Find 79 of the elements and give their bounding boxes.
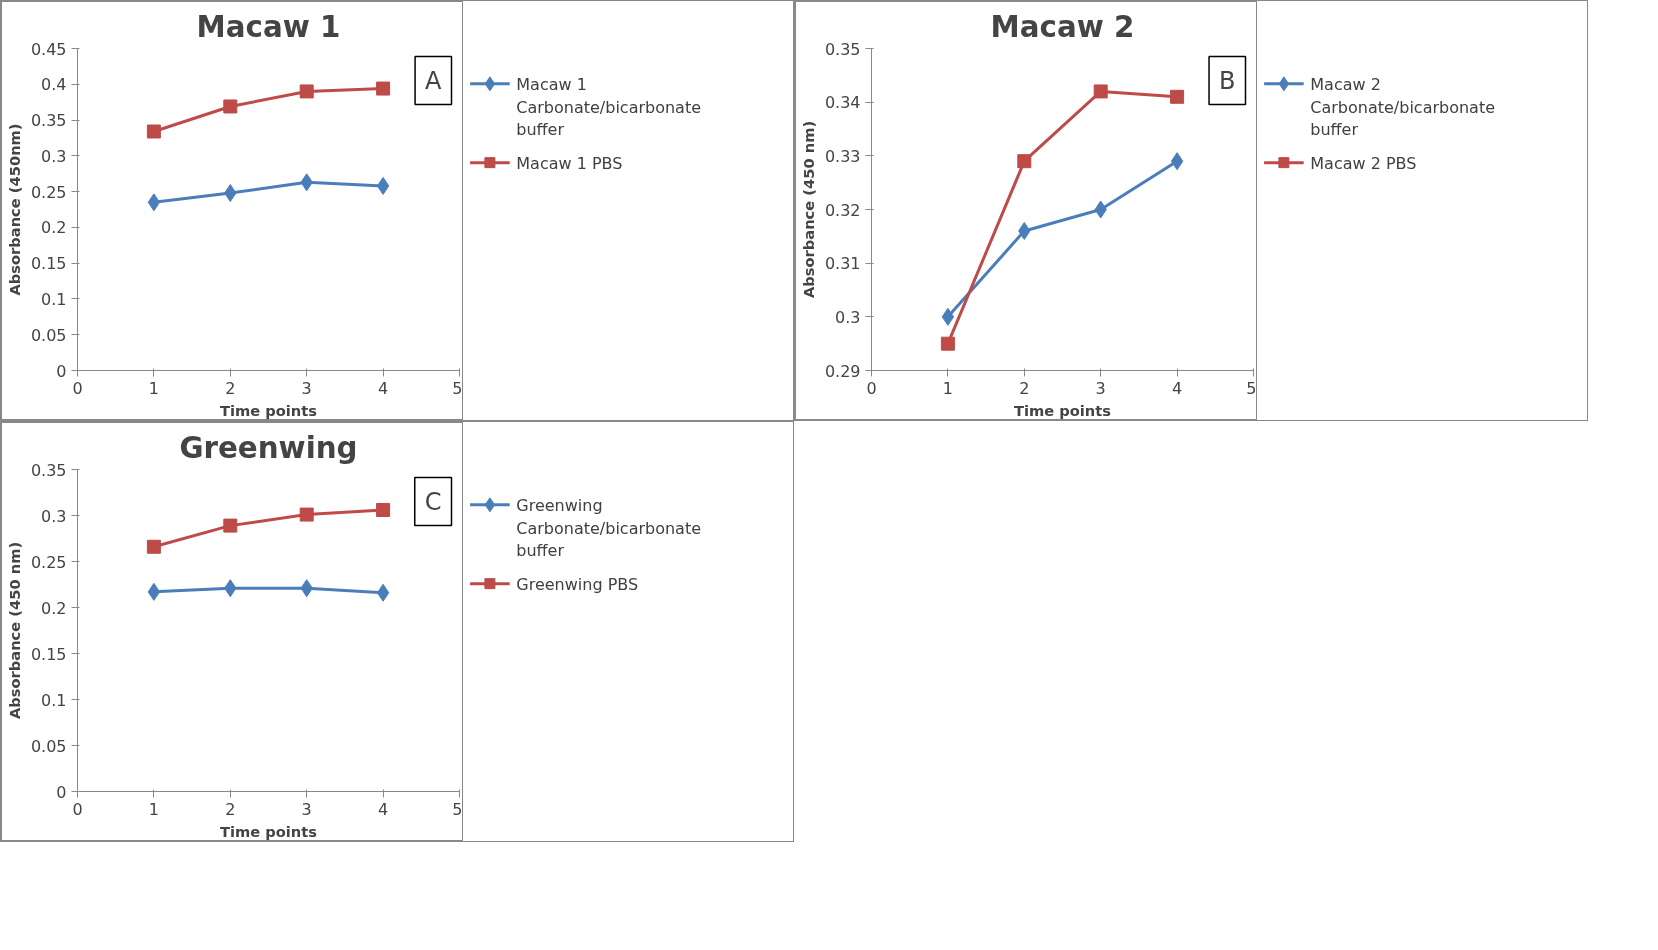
point — [376, 81, 391, 96]
point — [146, 539, 161, 554]
y-tick-label: 0.35 — [824, 39, 861, 59]
y-tick-label: 0.35 — [30, 111, 67, 131]
y-tick-label: 0.29 — [824, 361, 861, 381]
point — [223, 518, 238, 533]
point — [299, 507, 314, 522]
x-tick-label: 2 — [1019, 378, 1030, 398]
point — [376, 502, 391, 517]
x-axis-title: Time points — [219, 401, 318, 419]
point — [223, 99, 238, 114]
legend-label: Macaw 2 Carbonate/bicarbonate buffer — [1310, 74, 1496, 140]
point — [1170, 152, 1184, 171]
chart-title: Macaw 1 — [196, 9, 341, 44]
point — [940, 336, 955, 351]
x-axis-title: Time points — [219, 822, 318, 840]
legend-label: Greenwing Carbonate/bicarbonate buffer — [516, 495, 702, 561]
y-tick-label: 0.1 — [41, 289, 67, 309]
x-tick-label: 1 — [148, 378, 159, 398]
chart-title: Macaw 2 — [990, 9, 1135, 44]
y-tick-label: 0.32 — [824, 200, 861, 220]
point — [941, 307, 955, 326]
point — [1170, 89, 1185, 104]
y-tick-label: 0.15 — [30, 644, 67, 664]
x-tick-label: 5 — [452, 799, 463, 819]
y-tick-label: 0.2 — [41, 218, 67, 238]
x-tick-label: 2 — [225, 378, 236, 398]
point — [147, 193, 161, 212]
x-axis-title: Time points — [1013, 401, 1112, 419]
y-tick-label: 0 — [56, 782, 67, 802]
annotation: A — [425, 66, 443, 95]
x-tick-label: 4 — [378, 378, 389, 398]
y-tick-label: 0.2 — [41, 598, 67, 618]
x-tick-label: 3 — [301, 378, 312, 398]
x-tick-label: 1 — [148, 799, 159, 819]
y-tick-label: 0.25 — [30, 552, 67, 572]
y-tick-label: 0.1 — [41, 690, 67, 710]
y-tick-label: 0.25 — [30, 182, 67, 202]
chart-title: Greenwing — [179, 430, 358, 465]
y-tick-label: 0.3 — [41, 146, 67, 166]
x-tick-label: 0 — [72, 799, 83, 819]
x-tick-label: 5 — [1246, 378, 1257, 398]
y-tick-label: 0.34 — [824, 93, 861, 113]
point — [299, 84, 314, 99]
point — [1017, 154, 1032, 169]
annotation: C — [424, 487, 442, 516]
y-axis-title: Absorbance (450nm) — [5, 123, 23, 296]
x-tick-label: 0 — [72, 378, 83, 398]
y-axis-title: Absorbance (450 nm) — [5, 541, 23, 720]
x-tick-label: 5 — [452, 378, 463, 398]
y-tick-label: 0.05 — [30, 736, 67, 756]
x-tick-label: 3 — [1095, 378, 1106, 398]
x-tick-label: 1 — [942, 378, 953, 398]
x-tick-label: 2 — [225, 799, 236, 819]
y-tick-label: 0 — [56, 361, 67, 381]
point — [147, 582, 161, 601]
y-tick-label: 0.33 — [824, 146, 861, 166]
y-tick-label: 0.4 — [41, 75, 67, 95]
legend-label: Macaw 1 PBS — [516, 153, 623, 173]
point — [376, 583, 390, 602]
legend-label: Macaw 2 PBS — [1310, 153, 1417, 173]
point — [376, 176, 390, 195]
y-tick-label: 0.15 — [30, 254, 67, 274]
legend-label: Macaw 1 Carbonate/bicarbonate buffer — [516, 74, 702, 140]
point — [1093, 84, 1108, 99]
y-tick-label: 0.31 — [824, 254, 861, 274]
y-tick-label: 0.45 — [30, 39, 67, 59]
y-tick-label: 0.3 — [41, 506, 67, 526]
y-tick-label: 0.35 — [30, 460, 67, 480]
x-tick-label: 4 — [378, 799, 389, 819]
y-tick-label: 0.3 — [835, 307, 861, 327]
x-tick-label: 0 — [866, 378, 877, 398]
y-tick-label: 0.05 — [30, 325, 67, 345]
point — [146, 124, 161, 139]
legend-label: Greenwing PBS — [516, 574, 639, 594]
y-axis-title: Absorbance (450 nm) — [799, 120, 817, 299]
annotation: B — [1219, 66, 1236, 95]
x-tick-label: 4 — [1172, 378, 1183, 398]
x-tick-label: 3 — [301, 799, 312, 819]
